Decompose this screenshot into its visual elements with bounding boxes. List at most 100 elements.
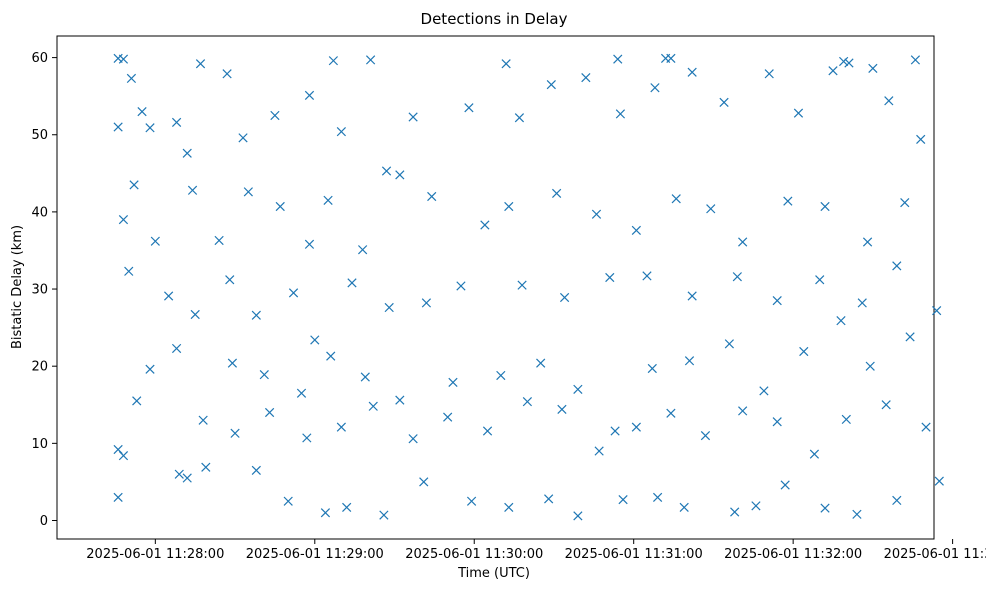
x-tick-label: 2025-06-01 11:33:00 <box>884 547 986 562</box>
x-tick-label: 2025-06-01 11:30:00 <box>405 547 543 562</box>
detection-point <box>118 214 129 225</box>
detection-point <box>783 196 793 206</box>
detection-point <box>304 90 315 101</box>
detection-point <box>780 480 790 490</box>
detection-point <box>706 204 716 214</box>
plot-frame <box>56 35 935 540</box>
detection-point <box>480 220 490 230</box>
detection-point <box>195 59 206 69</box>
detection-point <box>581 73 591 83</box>
detection-point <box>650 83 660 93</box>
detection-point <box>113 122 123 132</box>
detection-point <box>613 54 623 64</box>
detection-point <box>900 198 910 208</box>
detection-point <box>881 400 891 410</box>
detection-point <box>379 510 389 520</box>
detection-point <box>118 54 129 64</box>
y-tick-label: 10 <box>31 437 48 452</box>
detection-point <box>283 496 293 506</box>
detection-point <box>198 415 208 425</box>
detection-point <box>466 496 477 506</box>
detection-point <box>227 358 238 368</box>
detection-point <box>187 185 198 195</box>
detection-point <box>320 508 331 518</box>
detection-point <box>671 194 681 204</box>
detection-markers <box>113 53 944 521</box>
detection-point <box>270 110 280 121</box>
detection-point <box>482 426 493 436</box>
detection-point <box>934 476 944 486</box>
detection-point <box>591 209 602 219</box>
detection-point <box>214 235 224 246</box>
x-axis-label: Time (UTC) <box>457 566 530 581</box>
detection-point <box>421 298 432 308</box>
y-tick-label: 20 <box>31 360 48 375</box>
detection-point <box>126 73 137 84</box>
detection-point <box>443 412 453 422</box>
detection-point <box>150 236 160 246</box>
detection-point <box>857 298 867 308</box>
detection-point <box>360 372 370 382</box>
detection-point <box>522 397 533 407</box>
detection-point <box>551 188 562 199</box>
detection-point <box>174 469 184 479</box>
detection-point <box>222 69 232 79</box>
detection-point <box>615 109 626 119</box>
detection-point <box>724 339 734 349</box>
detection-point <box>145 364 155 374</box>
y-tick-label: 40 <box>31 205 48 220</box>
detection-point <box>296 388 307 398</box>
detection-point <box>684 356 695 366</box>
detection-point <box>230 428 240 438</box>
y-tick-label: 60 <box>31 51 48 66</box>
detection-point <box>182 148 192 158</box>
detection-point <box>381 166 392 176</box>
detection-point <box>464 103 474 113</box>
detection-point <box>201 462 211 472</box>
detection-point <box>910 55 921 65</box>
detection-point <box>347 278 357 288</box>
detection-point <box>836 316 846 326</box>
detection-point <box>113 444 123 455</box>
detection-point <box>905 332 915 342</box>
detection-point <box>408 112 418 122</box>
detection-point <box>517 280 527 290</box>
detection-point <box>384 302 394 313</box>
detection-point <box>820 201 830 212</box>
detection-point <box>395 170 405 180</box>
detection-point <box>618 495 628 505</box>
detection-point <box>815 275 825 285</box>
detection-point <box>862 237 873 247</box>
detection-point <box>129 180 139 190</box>
detection-point <box>764 69 774 79</box>
detection-point <box>559 292 570 303</box>
detection-point <box>419 477 429 487</box>
y-axis-label: Bistatic Delay (km) <box>10 225 25 349</box>
detection-point <box>304 239 315 249</box>
detection-point <box>642 271 652 281</box>
detection-point <box>809 449 820 459</box>
detection-point <box>852 509 862 519</box>
detection-point <box>916 134 926 145</box>
detection-point <box>932 306 942 316</box>
detection-point <box>687 67 697 77</box>
detection-point <box>137 106 147 117</box>
detection-point <box>573 511 583 521</box>
detection-point <box>719 97 729 107</box>
detection-point <box>884 96 894 106</box>
detection-point <box>504 502 514 512</box>
detection-point <box>868 63 878 74</box>
detection-point <box>448 377 458 388</box>
detection-point <box>557 404 567 415</box>
detection-point <box>113 492 123 502</box>
detection-point <box>118 451 129 461</box>
detection-point <box>408 434 418 444</box>
detection-point <box>427 191 437 202</box>
detection-point <box>828 66 838 76</box>
detection-point <box>456 281 466 291</box>
chart-title: Detections in Delay <box>421 10 568 28</box>
detection-point <box>647 363 657 374</box>
detection-point <box>238 133 248 143</box>
detection-point <box>793 108 804 118</box>
detection-point <box>342 502 352 512</box>
